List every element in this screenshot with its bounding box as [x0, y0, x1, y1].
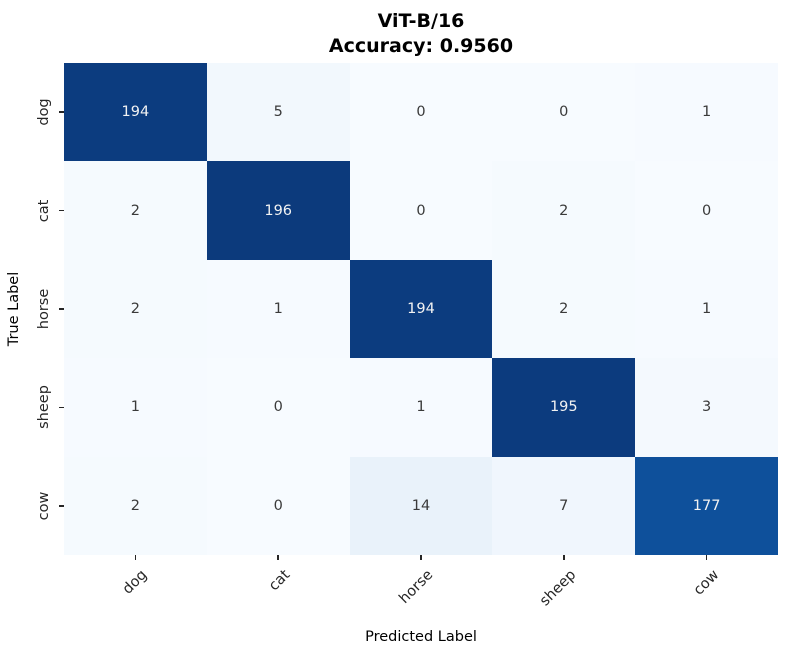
heatmap-cell-horse-dog: 2: [64, 259, 207, 359]
y-tick-label-sheep: sheep: [36, 385, 52, 430]
y-tick-label-cow: cow: [36, 491, 52, 521]
heatmap-cell-dog-dog: 194: [64, 63, 207, 162]
heatmap-cell-cow-horse: 14: [349, 456, 493, 555]
y-tick-label-cat: cat: [36, 199, 52, 222]
x-tick-mark-sheep: [563, 555, 565, 560]
x-tick-label-cow: cow: [690, 567, 722, 599]
heatmap-cell-cow-cat: 0: [206, 456, 350, 555]
heatmap-cell-sheep-cat: 0: [206, 358, 350, 457]
heatmap-cell-cat-dog: 2: [64, 161, 207, 260]
x-axis-label: Predicted Label: [365, 629, 477, 645]
heatmap-cell-cow-sheep: 7: [492, 456, 636, 555]
chart-title-block: ViT-B/16 Accuracy: 0.9560: [64, 9, 778, 59]
chart-subtitle-accuracy: Accuracy: 0.9560: [328, 35, 514, 57]
heatmap-cell-cow-dog: 2: [64, 456, 207, 555]
x-tick-label-dog: dog: [120, 567, 151, 598]
y-tick-label-dog: dog: [36, 98, 52, 126]
x-tick-mark-cow: [705, 555, 708, 560]
heatmap-cell-horse-cow: 1: [635, 259, 778, 359]
y-tick-mark-horse: [59, 308, 64, 310]
heatmap-cell-cat-sheep: 2: [492, 161, 636, 260]
y-tick-label-horse: horse: [36, 288, 52, 330]
heatmap-cell-dog-sheep: 0: [492, 63, 636, 162]
x-tick-mark-cat: [277, 555, 279, 560]
heatmap-cell-sheep-cow: 3: [635, 358, 778, 457]
heatmap-cell-sheep-horse: 1: [349, 358, 493, 457]
chart-title: ViT-B/16: [377, 10, 465, 32]
y-tick-mark-cow: [59, 505, 64, 507]
heatmap-cell-dog-horse: 0: [349, 63, 493, 162]
heatmap-cell-sheep-dog: 1: [64, 358, 207, 457]
heatmap-cell-dog-cow: 1: [635, 63, 778, 162]
y-tick-mark-cat: [59, 209, 64, 212]
heatmap-cell-horse-sheep: 2: [492, 259, 636, 359]
heatmap-cell-cat-cat: 196: [206, 161, 350, 260]
heatmap-grid: 194 5 0 0 1 2 196 0 2 0 2 1 194 2 1 1 0 1 195 3 2 0 14 7 177: [64, 63, 778, 555]
heatmap-cell-horse-horse: 194: [349, 259, 493, 359]
y-axis-label: True Label: [6, 271, 22, 347]
x-tick-label-cat: cat: [266, 567, 294, 595]
x-tick-mark-horse: [420, 555, 422, 560]
heatmap-cell-sheep-sheep: 195: [492, 358, 636, 457]
x-tick-label-horse: horse: [396, 567, 437, 607]
heatmap-cell-dog-cat: 5: [206, 63, 350, 162]
heatmap-cell-cat-horse: 0: [349, 161, 493, 260]
heatmap-cell-cat-cow: 0: [635, 161, 778, 260]
x-tick-label-sheep: sheep: [536, 567, 580, 610]
heatmap-cell-cow-cow: 177: [635, 456, 778, 555]
y-tick-mark-sheep: [59, 406, 64, 409]
x-tick-mark-dog: [134, 555, 137, 560]
heatmap-cell-horse-cat: 1: [206, 259, 350, 359]
y-tick-mark-dog: [59, 111, 64, 113]
